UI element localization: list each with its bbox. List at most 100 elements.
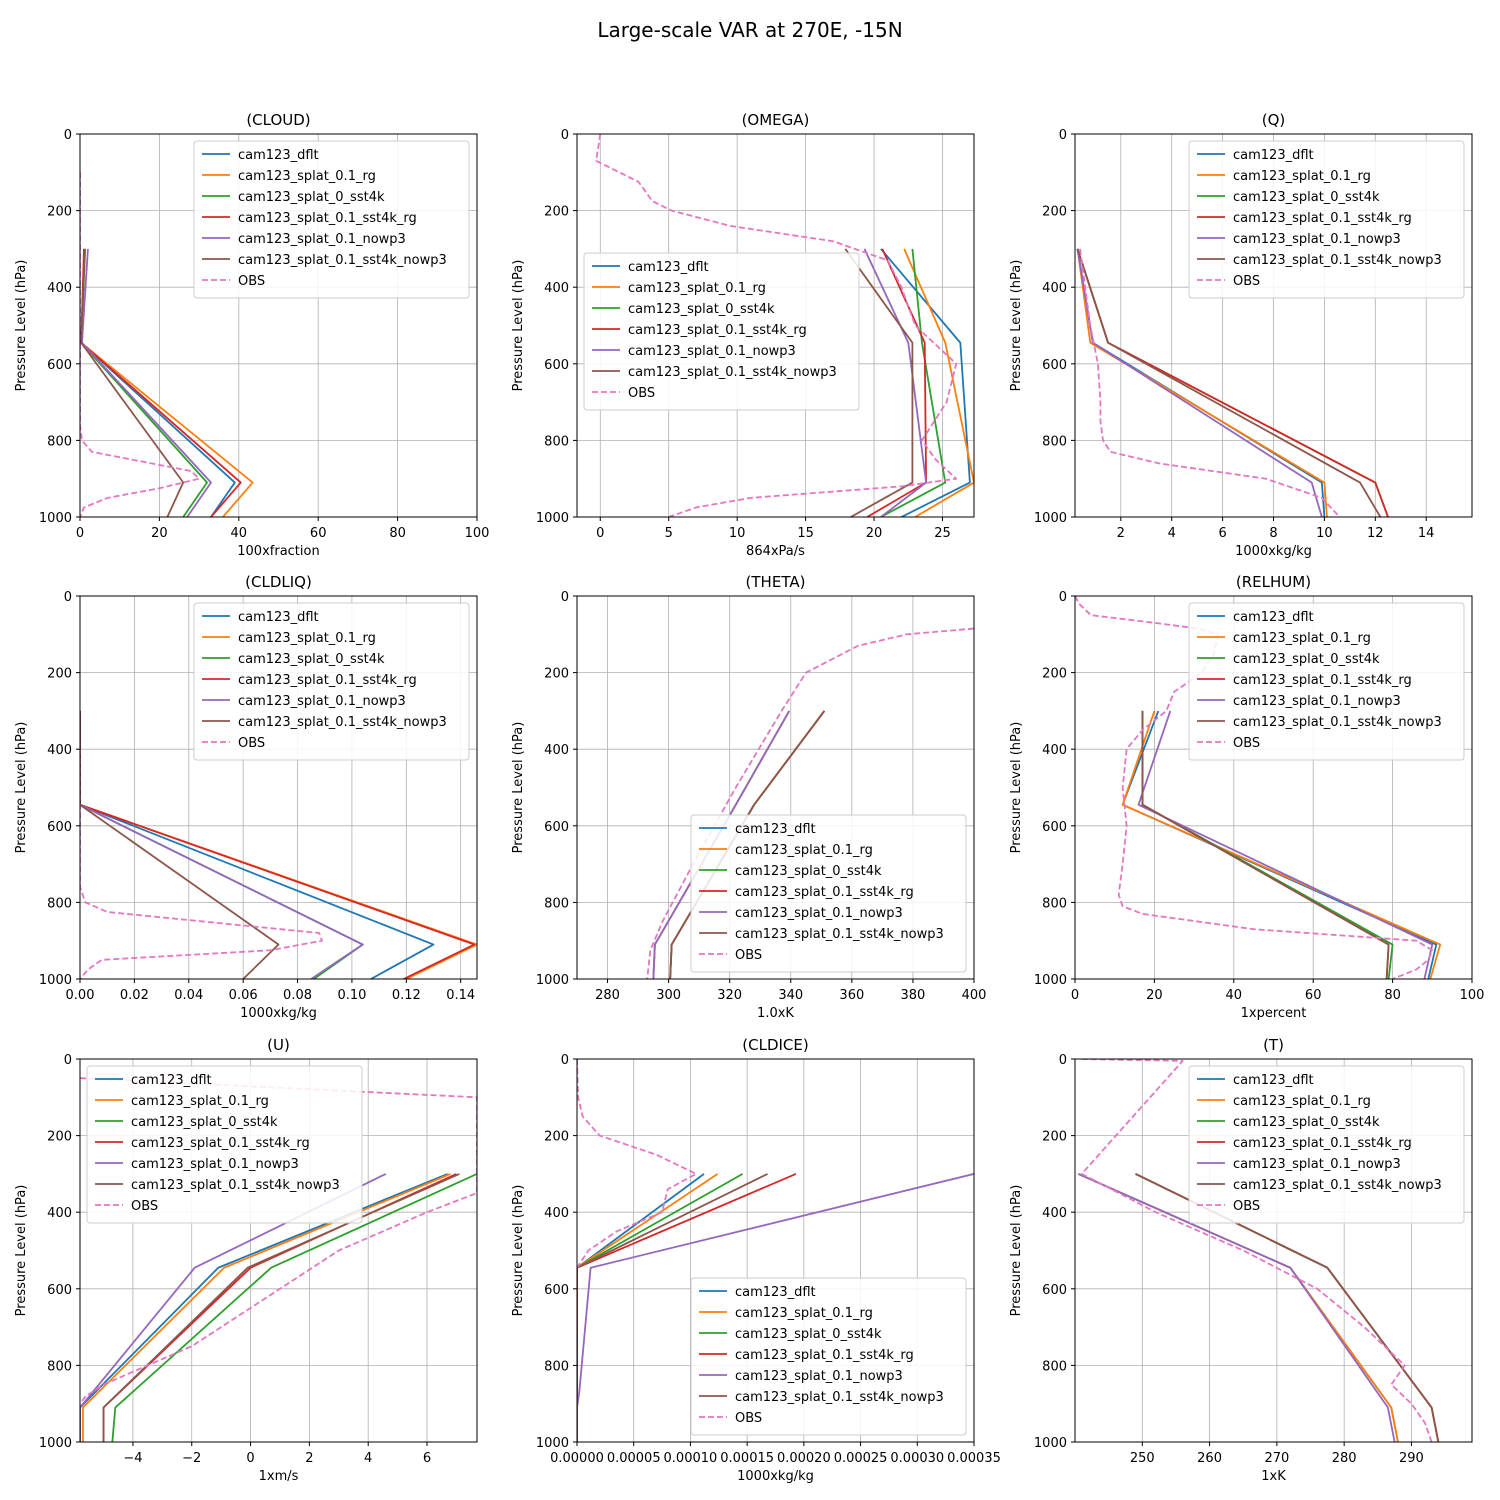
axes-frame: [576, 595, 975, 980]
legend-box: [193, 602, 470, 761]
y-tick-label: 600: [47, 358, 72, 373]
y-axis-label: Pressure Level (hPa): [14, 1185, 29, 1317]
x-tick-label: 100: [1460, 988, 1485, 1003]
x-tick-label: 280: [595, 988, 620, 1003]
x-tick-label: 60: [310, 526, 327, 541]
legend-label: OBS: [238, 274, 265, 289]
y-tick-label: 600: [1042, 358, 1067, 373]
y-tick-label: 800: [544, 1359, 569, 1374]
legend-label: cam123_splat_0.1_rg: [628, 281, 766, 296]
series-line-cam123_splat_0.1_sst4k_rg: [577, 1173, 797, 1442]
series-lines: [80, 172, 254, 517]
series-line-cam123_splat_0.1_sst4k_nowp3: [844, 248, 914, 517]
legend-label: cam123_splat_0.1_sst4k_rg: [1233, 673, 1412, 688]
x-tick-label: 6: [423, 1451, 431, 1466]
legend-label: cam123_splat_0.1_nowp3: [238, 694, 406, 709]
axes-frame: [79, 1058, 478, 1443]
series-line-cam123_splat_0.1_nowp3: [1077, 1173, 1396, 1442]
legend-label: OBS: [735, 1411, 762, 1426]
legend-label: cam123_splat_0.1_rg: [238, 169, 376, 184]
y-tick-label: 0: [1059, 1053, 1067, 1068]
x-tick-label: 0.14: [446, 988, 475, 1003]
y-tick-label: 1000: [1034, 1436, 1067, 1451]
y-tick-label: 0: [561, 1053, 569, 1068]
panel-title: (OMEGA): [742, 111, 810, 129]
y-tick-label: 800: [47, 1359, 72, 1374]
x-axis-label: 864xPa/s: [746, 544, 805, 559]
legend-label: cam123_dflt: [131, 1073, 212, 1088]
y-tick-label: 600: [47, 1283, 72, 1298]
legend-label: cam123_splat_0.1_sst4k_rg: [735, 1348, 914, 1363]
legend-label: cam123_splat_0.1_rg: [238, 631, 376, 646]
legend-box: [1188, 140, 1465, 299]
y-tick-label: 400: [544, 281, 569, 296]
x-tick-label: 40: [231, 526, 248, 541]
x-tick-label: 0.00030: [890, 1451, 944, 1466]
y-tick-label: 200: [544, 205, 569, 220]
series-line-OBS: [80, 749, 323, 979]
x-tick-label: 60: [1305, 988, 1322, 1003]
x-tick-label: 0.08: [283, 988, 312, 1003]
y-tick-label: 800: [1042, 896, 1067, 911]
legend-label: cam123_splat_0.1_sst4k_rg: [131, 1136, 310, 1151]
series-line-OBS: [646, 627, 974, 979]
x-tick-label: 12: [1367, 526, 1384, 541]
legend-label: cam123_splat_0.1_nowp3: [131, 1157, 299, 1172]
x-tick-label: 0.00020: [777, 1451, 831, 1466]
series-lines: [1076, 248, 1389, 517]
legend-label: cam123_dflt: [735, 1285, 816, 1300]
x-tick-label: 0.06: [229, 988, 258, 1003]
axes-frame: [79, 595, 478, 980]
y-tick-label: 0: [64, 590, 72, 605]
x-tick-label: 0: [596, 526, 604, 541]
x-tick-label: 25: [934, 526, 951, 541]
x-tick-label: 0.00025: [834, 1451, 888, 1466]
axes-frame: [79, 133, 478, 518]
series-line-cam123_splat_0.1_sst4k_rg: [866, 248, 927, 517]
x-tick-label: 20: [1146, 988, 1163, 1003]
legend-label: cam123_splat_0_sst4k: [131, 1115, 278, 1130]
x-tick-label: −2: [182, 1451, 201, 1466]
y-tick-label: 400: [1042, 1206, 1067, 1221]
series-line-cam123_dflt: [880, 248, 971, 517]
series-line-cam123_dflt: [80, 710, 435, 979]
legend-label: cam123_splat_0.1_nowp3: [628, 344, 796, 359]
legend-label: cam123_splat_0.1_sst4k_nowp3: [238, 253, 447, 268]
legend-label: cam123_splat_0.1_sst4k_nowp3: [1233, 1178, 1442, 1193]
legend-label: cam123_splat_0.1_nowp3: [735, 906, 903, 921]
legend: cam123_dflt cam123_splat_0.1_rg cam123_spl…: [1188, 602, 1465, 761]
x-tick-label: 14: [1418, 526, 1435, 541]
legend-label: cam123_splat_0_sst4k: [1233, 190, 1380, 205]
y-tick-label: 200: [1042, 667, 1067, 682]
legend: cam123_dflt cam123_splat_0.1_rg cam123_spl…: [193, 602, 470, 761]
x-tick-label: 0.00000: [550, 1451, 604, 1466]
series-line-cam123_splat_0.1_sst4k_nowp3: [577, 1173, 768, 1442]
x-tick-label: 15: [797, 526, 814, 541]
x-tick-label: 0.00010: [664, 1451, 718, 1466]
y-tick-label: 400: [47, 743, 72, 758]
series-line-cam123_splat_0.1_sst4k_nowp3: [80, 248, 185, 517]
x-tick-label: 10: [729, 526, 746, 541]
x-tick-label: 340: [778, 988, 803, 1003]
x-tick-label: 0.04: [174, 988, 203, 1003]
legend-box: [1188, 1065, 1465, 1224]
series-line-cam123_splat_0.1_nowp3: [863, 248, 927, 517]
y-tick-label: 0: [561, 128, 569, 143]
x-tick-label: 300: [656, 988, 681, 1003]
y-tick-label: 200: [47, 205, 72, 220]
panel-theta: 280 300 320 340 360 380 400 0 200 400 600 800 1000 (T…: [511, 573, 986, 1021]
legend-label: cam123_splat_0.1_nowp3: [238, 232, 406, 247]
series-line-OBS: [1079, 248, 1341, 517]
legend: cam123_dflt cam123_splat_0.1_rg cam123_spl…: [690, 814, 967, 973]
axes-frame: [576, 1058, 975, 1443]
y-tick-label: 0: [1059, 128, 1067, 143]
y-axis-label: Pressure Level (hPa): [511, 1185, 526, 1317]
series-line-OBS: [1075, 596, 1434, 979]
x-tick-label: 0: [1071, 988, 1079, 1003]
x-tick-label: 260: [1197, 1451, 1222, 1466]
legend-label: cam123_splat_0.1_rg: [1233, 631, 1371, 646]
series-line-cam123_splat_0.1_sst4k_nowp3: [80, 710, 280, 979]
legend-label: cam123_splat_0.1_sst4k_nowp3: [1233, 715, 1442, 730]
y-tick-label: 1000: [1034, 973, 1067, 988]
